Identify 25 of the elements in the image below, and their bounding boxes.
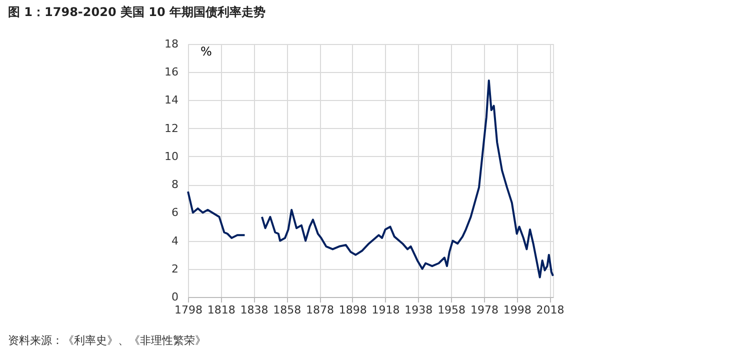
x-tick-label: 1838 — [240, 304, 268, 316]
y-tick-label: 4 — [172, 234, 178, 248]
x-tick-label: 1898 — [338, 304, 367, 316]
y-tick-label: 18 — [164, 38, 178, 50]
x-tick-label: 2018 — [536, 304, 564, 316]
y-tick-label: 12 — [164, 122, 178, 135]
x-tick-label: 1818 — [207, 304, 236, 316]
text: 资料来源：《利率史》、《非理性繁荣》 — [8, 334, 206, 347]
x-tick-label: 1958 — [438, 304, 466, 316]
x-tick-label: 1978 — [470, 304, 498, 316]
y-tick-label: 0 — [172, 290, 178, 304]
y-axis-title: % — [200, 44, 212, 58]
y-tick-label: 10 — [164, 150, 178, 163]
y-tick-label: 14 — [164, 94, 178, 107]
x-tick-label: 1918 — [372, 304, 400, 316]
x-tick-label: 1858 — [273, 304, 302, 316]
x-tick-label: 1798 — [174, 304, 202, 316]
y-tick-label: 6 — [172, 206, 178, 220]
x-tick-label: 1998 — [503, 304, 532, 316]
x-tick-label: 1938 — [404, 304, 433, 316]
y-tick-label: 16 — [164, 66, 178, 79]
chart-title: 图 1：1798-2020 美国 10 年期国债利率走势 — [8, 5, 266, 19]
y-tick-label: 2 — [172, 262, 178, 276]
x-tick-label: 1878 — [306, 304, 334, 316]
y-tick-label: 8 — [172, 178, 178, 192]
